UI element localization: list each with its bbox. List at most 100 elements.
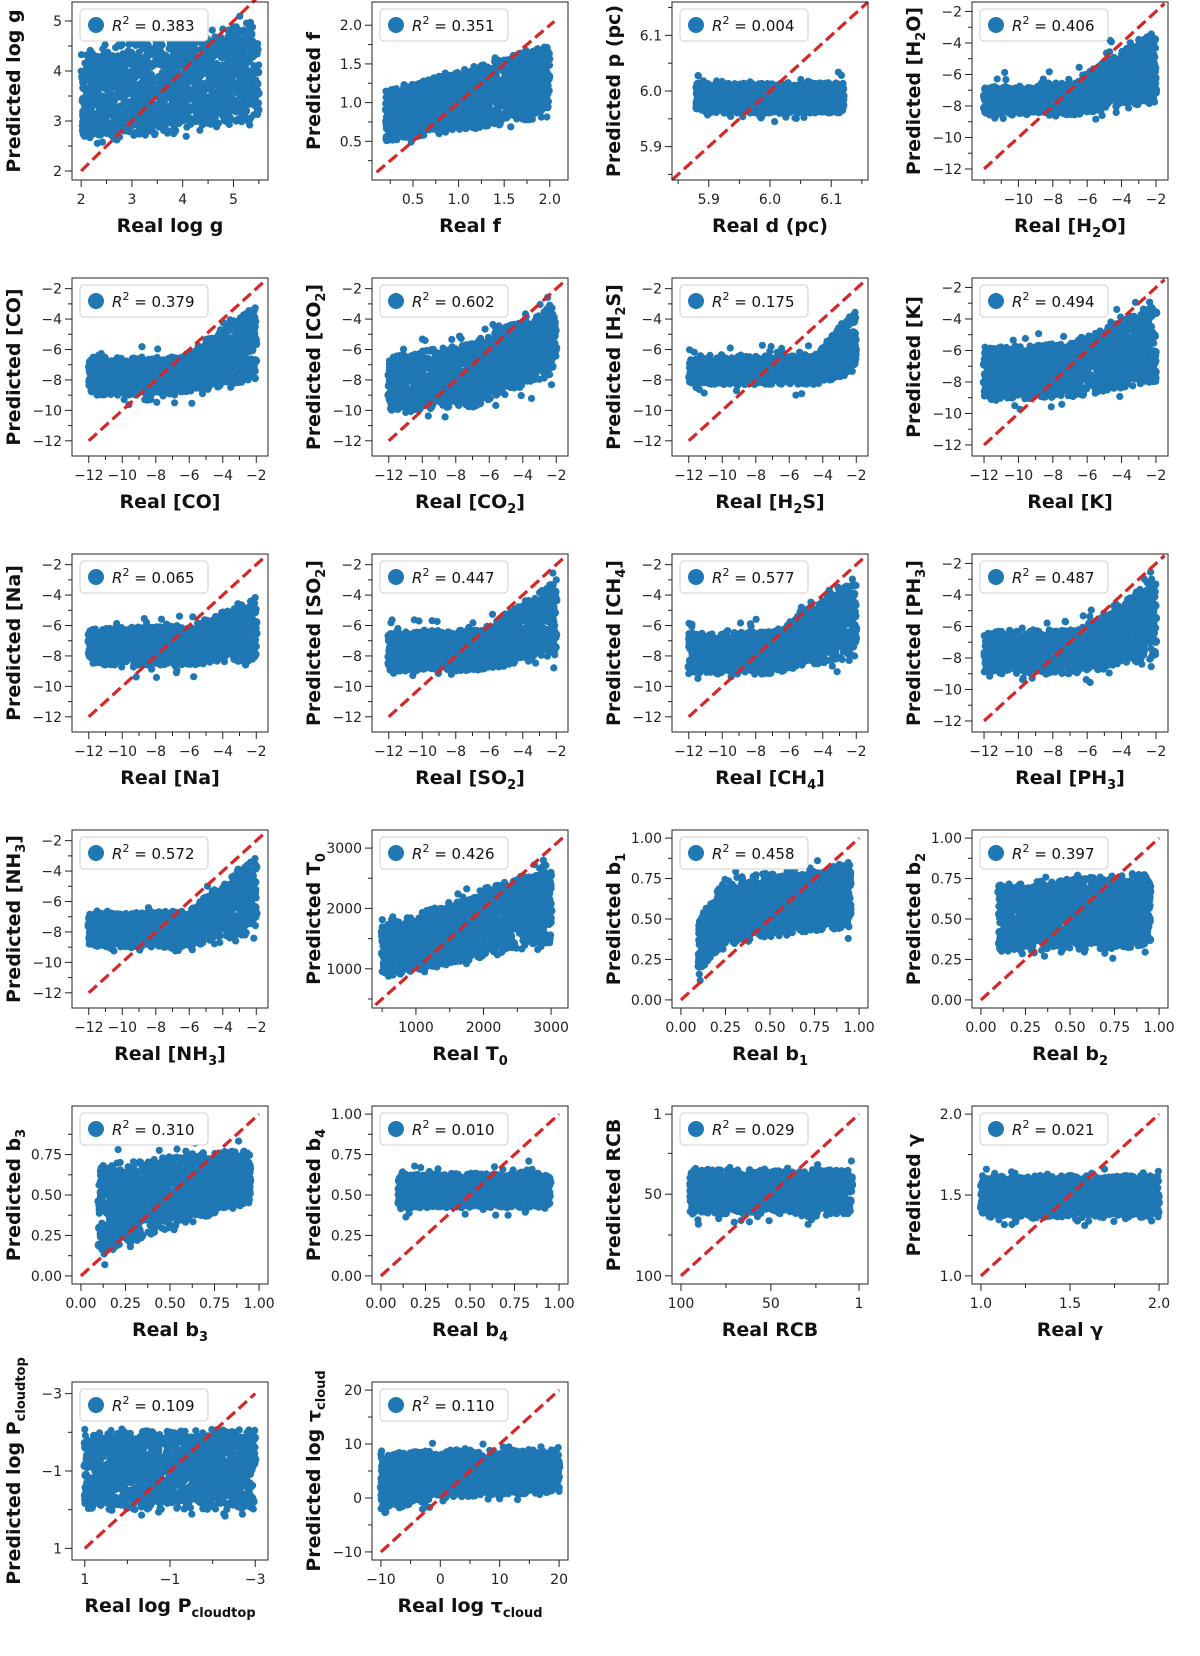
point bbox=[205, 84, 214, 93]
point bbox=[86, 55, 95, 64]
point bbox=[247, 115, 254, 122]
point bbox=[439, 97, 448, 106]
point bbox=[87, 115, 96, 124]
point bbox=[480, 85, 489, 94]
point bbox=[710, 96, 719, 105]
point bbox=[242, 54, 251, 63]
x-tick: 1.0 bbox=[447, 180, 469, 208]
point bbox=[492, 77, 501, 86]
point bbox=[812, 99, 821, 108]
point bbox=[454, 85, 463, 94]
y-tick-label: 1.5 bbox=[340, 57, 362, 73]
point bbox=[820, 86, 829, 95]
point bbox=[521, 58, 530, 67]
point bbox=[150, 112, 159, 121]
point bbox=[99, 78, 108, 87]
point bbox=[797, 82, 806, 91]
point bbox=[711, 85, 720, 94]
point bbox=[142, 132, 149, 139]
point bbox=[183, 124, 190, 131]
point bbox=[808, 88, 817, 97]
legend-marker bbox=[88, 17, 104, 33]
point bbox=[787, 82, 796, 91]
point bbox=[768, 104, 777, 113]
point bbox=[493, 96, 502, 105]
x-tick: 2.0 bbox=[539, 180, 561, 208]
y-tick: 1.0 bbox=[340, 96, 372, 112]
point bbox=[719, 102, 728, 111]
x-tick: 6.0 bbox=[759, 180, 781, 208]
x-tick-label: 0.5 bbox=[402, 192, 424, 208]
x-tick: 1.5 bbox=[493, 180, 515, 208]
x-tick: 0.5 bbox=[402, 180, 424, 208]
point bbox=[447, 122, 456, 131]
y-axis-label: Predicted log g bbox=[3, 9, 25, 172]
point bbox=[753, 104, 762, 113]
point bbox=[225, 41, 234, 50]
point bbox=[210, 101, 219, 110]
x-tick-label: 5.9 bbox=[698, 192, 720, 208]
x-tick-label: 3 bbox=[127, 192, 136, 208]
point bbox=[174, 86, 183, 95]
y-tick-label: 0.5 bbox=[340, 134, 362, 150]
point bbox=[196, 127, 203, 134]
x-tick-label: 1.5 bbox=[493, 192, 515, 208]
point bbox=[117, 43, 124, 50]
point bbox=[247, 30, 256, 39]
point bbox=[188, 71, 197, 80]
point bbox=[222, 114, 229, 121]
point bbox=[186, 88, 195, 97]
y-tick: 3 bbox=[53, 114, 72, 130]
point bbox=[1076, 64, 1083, 71]
point bbox=[416, 80, 423, 87]
point bbox=[226, 68, 235, 77]
point bbox=[403, 117, 412, 126]
point bbox=[516, 110, 525, 119]
point bbox=[86, 106, 95, 115]
x-tick: 6.1 bbox=[820, 180, 842, 208]
point bbox=[239, 65, 248, 74]
y-tick-label: 6.1 bbox=[640, 28, 662, 44]
y-tick: 2 bbox=[53, 164, 72, 180]
point bbox=[392, 120, 401, 129]
point bbox=[113, 109, 122, 118]
point bbox=[171, 104, 178, 111]
y-tick: 5 bbox=[53, 14, 72, 30]
point bbox=[543, 113, 550, 120]
point bbox=[404, 107, 413, 116]
point bbox=[78, 51, 85, 58]
y-tick: 6.0 bbox=[640, 84, 672, 100]
point bbox=[544, 49, 553, 58]
point bbox=[482, 116, 491, 125]
point bbox=[468, 69, 477, 78]
point bbox=[701, 105, 710, 114]
point bbox=[253, 79, 262, 88]
x-tick-label: 2.0 bbox=[539, 192, 561, 208]
point bbox=[1092, 116, 1099, 123]
point bbox=[173, 64, 182, 73]
point bbox=[722, 84, 731, 93]
point bbox=[239, 73, 248, 82]
point bbox=[835, 69, 842, 76]
point bbox=[423, 106, 432, 115]
point bbox=[237, 42, 246, 51]
y-tick: 4 bbox=[53, 64, 72, 80]
y-tick-label: 3 bbox=[53, 114, 62, 130]
x-axis-label: Real log g bbox=[117, 215, 224, 237]
y-tick-label: 2.0 bbox=[340, 18, 362, 34]
point bbox=[247, 99, 256, 108]
point bbox=[171, 126, 178, 133]
point bbox=[111, 78, 120, 87]
point bbox=[104, 96, 113, 105]
y-tick: 6.1 bbox=[640, 28, 672, 44]
point bbox=[196, 84, 205, 93]
point bbox=[183, 133, 190, 140]
y-tick-label: 6.0 bbox=[640, 84, 662, 100]
points-d bbox=[692, 69, 847, 126]
point bbox=[709, 104, 718, 113]
point bbox=[771, 118, 778, 125]
